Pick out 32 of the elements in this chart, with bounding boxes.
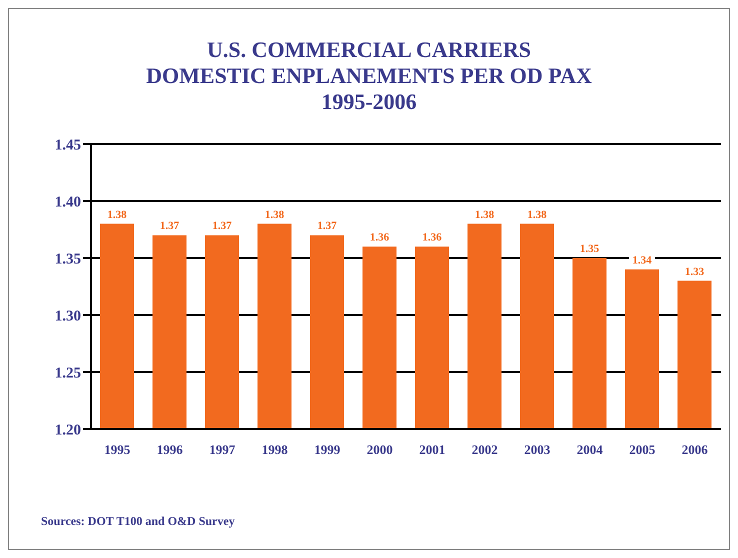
data-label: 1.36 bbox=[422, 232, 442, 244]
y-tick-label: 1.20 bbox=[54, 422, 81, 438]
x-tick-label: 1997 bbox=[209, 442, 236, 458]
x-tick-label: 2002 bbox=[472, 442, 498, 458]
data-label: 1.37 bbox=[160, 220, 180, 232]
data-label: 1.38 bbox=[107, 208, 128, 221]
data-label: 1.37 bbox=[317, 220, 338, 232]
data-label: 1.35 bbox=[580, 243, 600, 255]
data-label: 1.38 bbox=[474, 208, 495, 221]
data-label: 1.37 bbox=[212, 220, 232, 232]
x-tick-label: 2006 bbox=[682, 442, 708, 458]
data-label: 1.33 bbox=[684, 266, 705, 278]
y-tick-label: 1.30 bbox=[54, 308, 81, 324]
x-tick-label: 2004 bbox=[576, 442, 604, 458]
x-tick-label: 2000 bbox=[366, 442, 393, 458]
data-label: 1.34 bbox=[632, 254, 652, 266]
y-tick-label: 1.40 bbox=[54, 194, 81, 210]
x-tick-label: 1998 bbox=[262, 442, 288, 458]
x-tick-label: 2003 bbox=[524, 442, 551, 458]
x-tick-label: 2005 bbox=[629, 442, 656, 458]
y-tick-label: 1.25 bbox=[54, 365, 81, 382]
x-tick-label: 2001 bbox=[419, 442, 446, 458]
data-label: 1.36 bbox=[370, 232, 390, 244]
data-label: 1.38 bbox=[527, 208, 548, 221]
y-tick-label: 1.45 bbox=[54, 137, 81, 154]
x-tick-label: 1999 bbox=[314, 442, 341, 458]
chart-title: U.S. COMMERCIAL CARRIERS DOMESTIC ENPLANEMENTS PER OD PAX 1995-2006 bbox=[145, 37, 593, 115]
y-tick-label: 1.35 bbox=[54, 251, 81, 268]
source-note: Sources: DOT T100 and O&D Survey bbox=[41, 514, 235, 529]
data-label: 1.38 bbox=[264, 208, 285, 221]
x-tick-label: 1996 bbox=[156, 442, 184, 458]
x-tick-label: 1995 bbox=[104, 442, 131, 458]
